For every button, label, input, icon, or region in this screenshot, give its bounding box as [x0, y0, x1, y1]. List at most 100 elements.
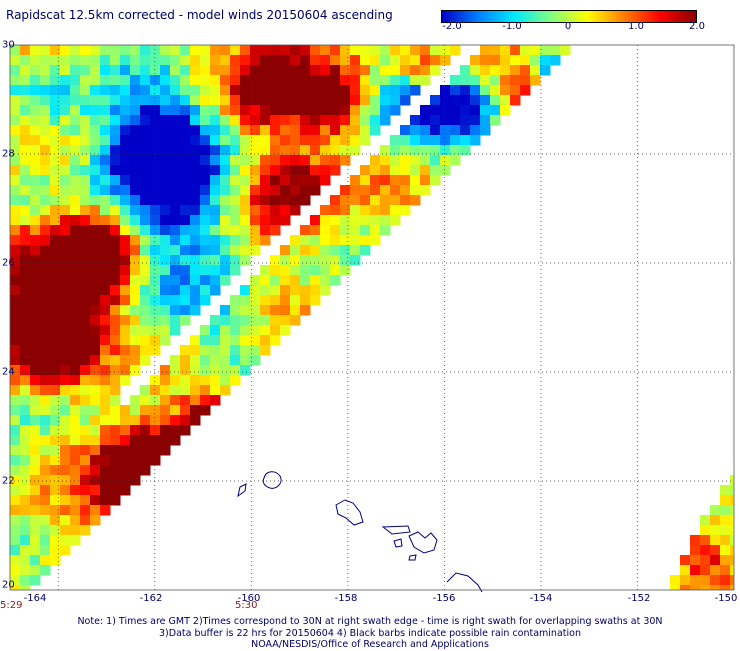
wind-cell [230, 305, 241, 316]
wind-cell [350, 205, 361, 216]
wind-cell [70, 535, 81, 546]
wind-cell [460, 125, 471, 136]
wind-cell [140, 105, 151, 116]
wind-cell [280, 55, 291, 66]
wind-cell [80, 325, 91, 336]
wind-cell [110, 375, 121, 386]
wind-cell [360, 245, 371, 256]
wind-cell [320, 65, 331, 76]
wind-cell [310, 155, 321, 166]
wind-cell [390, 185, 401, 196]
wind-cell [70, 255, 81, 266]
wind-cell [60, 185, 71, 196]
wind-cell [300, 305, 311, 316]
wind-cell [60, 385, 71, 396]
wind-cell [360, 185, 371, 196]
wind-cell [210, 175, 221, 186]
wind-cell [70, 135, 81, 146]
wind-cell [260, 175, 271, 186]
wind-cell [10, 575, 21, 586]
wind-cell [260, 195, 271, 206]
wind-cell [170, 435, 181, 446]
wind-cell [20, 505, 31, 516]
wind-cell [40, 285, 51, 296]
wind-cell [270, 285, 281, 296]
wind-cell [260, 215, 271, 226]
wind-cell [550, 45, 561, 56]
wind-cell [20, 185, 31, 196]
wind-cell [180, 255, 191, 266]
wind-cell [210, 235, 221, 246]
wind-cell [220, 85, 231, 96]
wind-cell [50, 465, 61, 476]
wind-cell [100, 115, 111, 126]
wind-cell [350, 75, 361, 86]
wind-cell [540, 45, 551, 56]
wind-cell [90, 405, 101, 416]
map-title: Rapidscat 12.5km corrected - model winds… [6, 8, 393, 22]
wind-cell [120, 485, 131, 496]
wind-cell [170, 65, 181, 76]
wind-cell [120, 425, 131, 436]
wind-cell [20, 125, 31, 136]
wind-cell [360, 75, 371, 86]
wind-cell [60, 505, 71, 516]
wind-cell [360, 45, 371, 56]
wind-cell [50, 215, 61, 226]
wind-cell [110, 475, 121, 486]
wind-cell [150, 405, 161, 416]
wind-cell [110, 185, 121, 196]
wind-cell [40, 185, 51, 196]
wind-cell [20, 175, 31, 186]
wind-cell [430, 125, 441, 136]
wind-cell [60, 235, 71, 246]
wind-cell [120, 185, 131, 196]
wind-cell [60, 325, 71, 336]
wind-cell [210, 115, 221, 126]
wind-cell [30, 365, 41, 376]
wind-cell [140, 165, 151, 176]
colorbar [441, 10, 697, 23]
wind-cell [70, 125, 81, 136]
wind-cell [20, 385, 31, 396]
wind-cell [310, 245, 321, 256]
wind-cell [30, 315, 41, 326]
wind-cell [90, 225, 101, 236]
wind-cell [260, 275, 271, 286]
island-oahu [335, 499, 364, 526]
wind-cell [240, 55, 251, 66]
wind-cell [180, 195, 191, 206]
wind-cell [100, 475, 111, 486]
wind-cell [280, 275, 291, 286]
wind-cell [40, 405, 51, 416]
wind-cell [240, 255, 251, 266]
wind-cell [100, 65, 111, 76]
wind-cell [490, 95, 501, 106]
wind-cell [30, 375, 41, 386]
wind-cell [10, 155, 21, 166]
wind-cell [240, 45, 251, 56]
wind-cell [170, 115, 181, 126]
wind-cell [290, 155, 301, 166]
wind-cell [160, 235, 171, 246]
wind-cell [60, 545, 71, 556]
wind-cell [20, 565, 31, 576]
wind-cell [180, 315, 191, 326]
wind-cell [340, 125, 351, 136]
wind-cell [490, 115, 501, 126]
wind-cell [20, 455, 31, 466]
wind-cell [720, 545, 731, 556]
wind-cell [60, 195, 71, 206]
wind-cell [20, 155, 31, 166]
wind-cell [150, 295, 161, 306]
wind-cell [130, 55, 141, 66]
wind-cell [370, 175, 381, 186]
wind-cell [270, 45, 281, 56]
wind-cell [50, 225, 61, 236]
wind-cell [30, 55, 41, 66]
wind-cell [130, 155, 141, 166]
wind-cell [440, 55, 451, 66]
wind-cell [130, 365, 141, 376]
wind-cell [60, 205, 71, 216]
wind-cell [70, 65, 81, 76]
